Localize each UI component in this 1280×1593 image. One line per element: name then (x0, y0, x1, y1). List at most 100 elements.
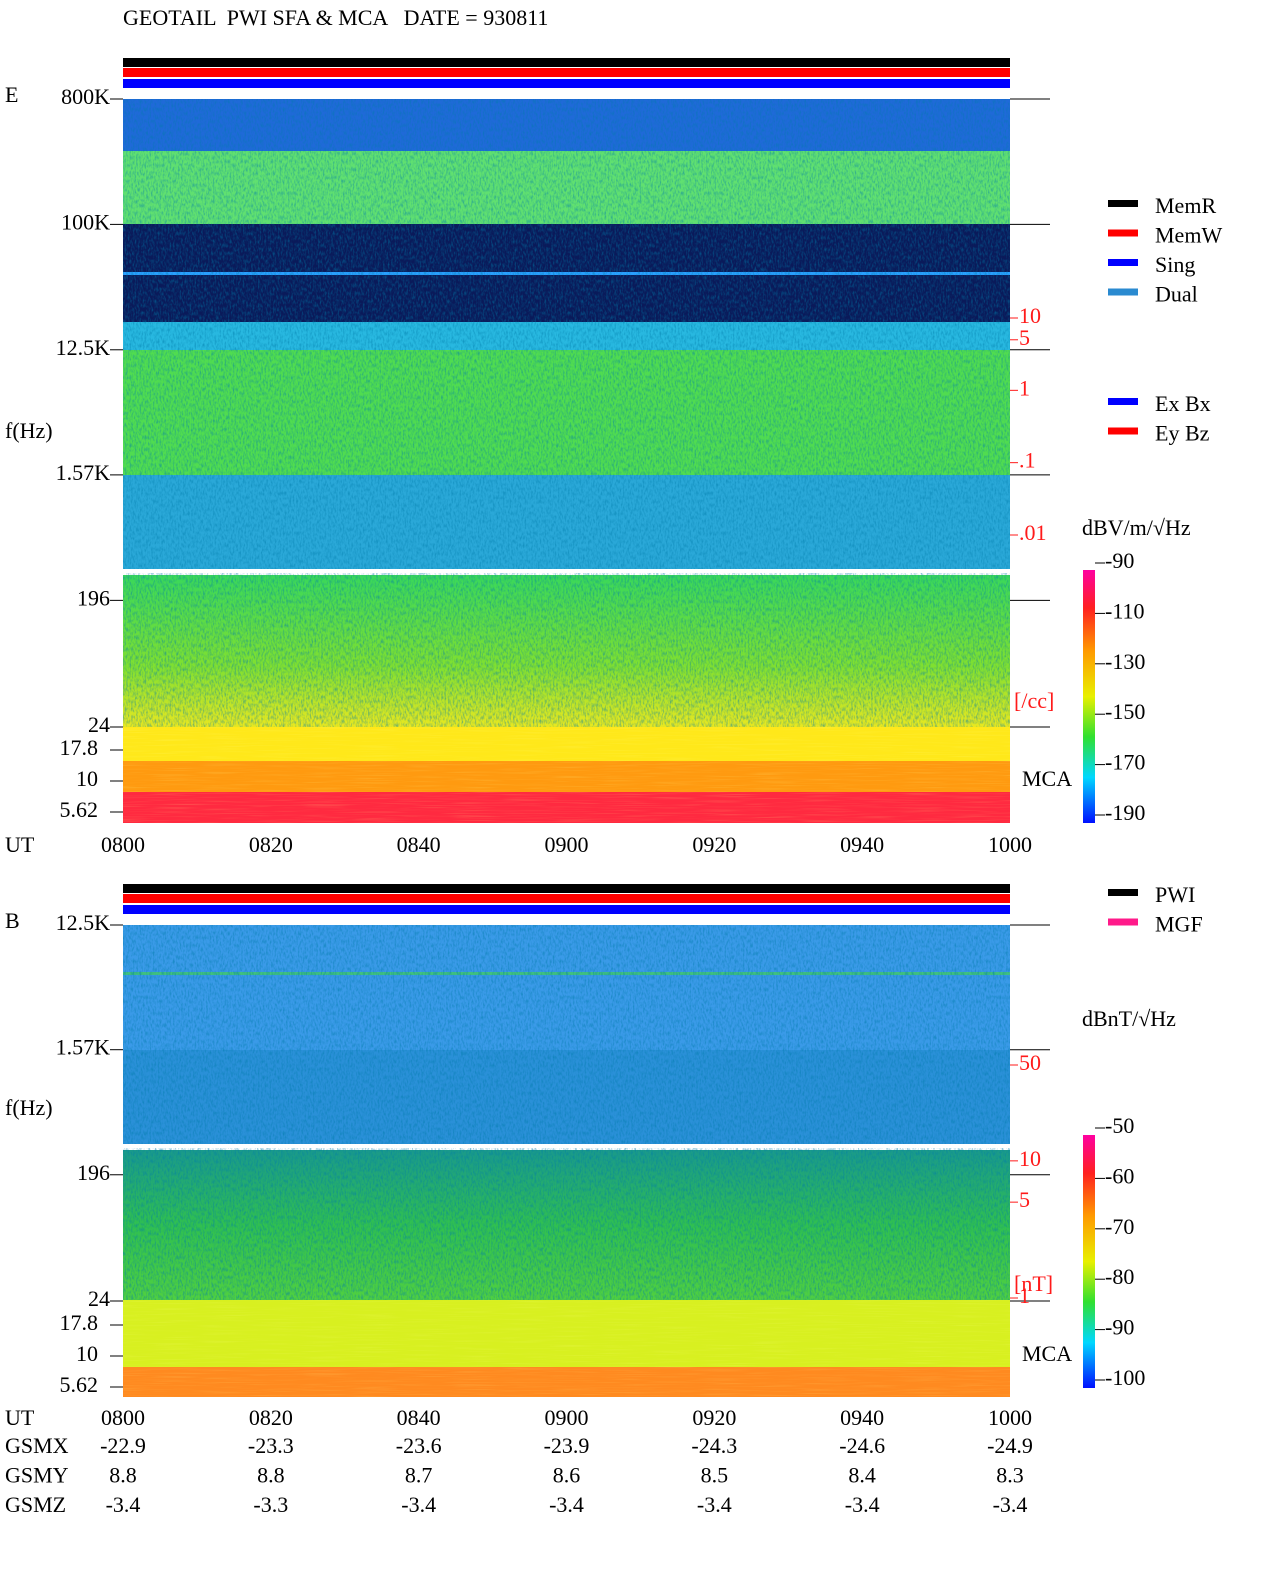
y-tick-label: 800K (61, 84, 110, 109)
y-axis-label: f(Hz) (5, 1095, 53, 1120)
y-tick-label: 196 (77, 585, 110, 610)
y-tick-label: 100K (61, 209, 110, 234)
orbit-label: GSMX (5, 1433, 69, 1458)
legend-label: Dual (1155, 282, 1198, 307)
y-tick-label: 24 (88, 712, 110, 737)
colorbar-tick-label: -80 (1105, 1264, 1134, 1289)
legend-label: Sing (1155, 252, 1195, 277)
panel-label: B (5, 908, 20, 933)
legend-label: Ex Bx (1155, 391, 1211, 416)
orbit-value: -24.3 (691, 1433, 737, 1458)
density-unit: [nT] (1014, 1271, 1053, 1296)
mca-tick-label: 10 (76, 766, 98, 791)
y-tick-label: 1.57K (56, 1035, 111, 1060)
orbit-value: 8.8 (257, 1463, 285, 1488)
legend-swatch (1108, 918, 1138, 926)
colorbar-tick-label: -190 (1105, 800, 1145, 825)
colorbar-label: dBV/m/√Hz (1082, 515, 1191, 540)
x-tick-label: 0840 (397, 832, 441, 857)
x-tick-label: 1000 (988, 1405, 1032, 1430)
legend-swatch (1108, 288, 1138, 296)
orbit-value: -24.6 (839, 1433, 885, 1458)
legend-swatch (1108, 259, 1138, 266)
colorbar-tick-label: -50 (1105, 1113, 1134, 1138)
x-tick-label: 0840 (397, 1405, 441, 1430)
x-tick-label: 1000 (988, 832, 1032, 857)
orbit-value: 8.3 (996, 1463, 1024, 1488)
orbit-value: 8.4 (848, 1463, 876, 1488)
mca-tick-label: 17.8 (60, 1310, 99, 1335)
mca-tick-label: 10 (76, 1341, 98, 1366)
x-tick-label: 0800 (101, 832, 145, 857)
orbit-value: 8.5 (701, 1463, 729, 1488)
x-tick-label: 0940 (840, 1405, 884, 1430)
density-tick-label: .1 (1019, 448, 1036, 473)
orbit-value: -24.9 (987, 1433, 1033, 1458)
orbit-value: -3.4 (993, 1492, 1028, 1517)
legend-swatch (1108, 200, 1138, 207)
x-tick-label: 0940 (840, 832, 884, 857)
density-tick-label: .01 (1019, 520, 1047, 545)
mca-label: MCA (1022, 1341, 1072, 1366)
density-tick-label: 5 (1019, 1187, 1030, 1212)
legend-swatch (1108, 889, 1138, 896)
orbit-value: -23.9 (544, 1433, 590, 1458)
orbit-label: GSMZ (5, 1492, 66, 1517)
mca-tick-label: 17.8 (60, 735, 99, 760)
colorbar-tick-label: -100 (1105, 1365, 1145, 1390)
colorbar-tick-label: -150 (1105, 699, 1145, 724)
y-tick-label: 196 (77, 1160, 110, 1185)
legend-swatch (1108, 427, 1138, 435)
colorbar-tick-label: -60 (1105, 1163, 1134, 1188)
colorbar (1083, 1135, 1095, 1388)
orbit-value: -22.9 (100, 1433, 146, 1458)
x-tick-label: 0920 (692, 832, 736, 857)
density-unit: [/cc] (1014, 688, 1054, 713)
colorbar-tick-label: -90 (1105, 1315, 1134, 1340)
legend-label: PWI (1155, 882, 1195, 907)
legend-swatch (1108, 229, 1138, 237)
colorbar-tick-label: -130 (1105, 649, 1145, 674)
mca-tick-label: 5.62 (60, 797, 99, 822)
y-axis-label: f(Hz) (5, 418, 53, 443)
page-title: GEOTAIL PWI SFA & MCA DATE = 930811 (123, 5, 548, 30)
density-tick-label: 1 (1019, 1283, 1030, 1308)
spectrogram-b (123, 925, 1010, 1397)
status-bars (123, 58, 1010, 914)
density-tick-label: 5 (1019, 325, 1030, 350)
orbit-value: -23.3 (248, 1433, 294, 1458)
y-tick-label: 1.57K (56, 460, 111, 485)
legend-swatch (1108, 398, 1138, 405)
orbit-value: -23.6 (396, 1433, 442, 1458)
panel-label: E (5, 82, 18, 107)
colorbar (1083, 570, 1095, 823)
colorbar-tick-label: -170 (1105, 750, 1145, 775)
y-tick-label: 24 (88, 1286, 110, 1311)
orbit-value: -3.3 (253, 1492, 288, 1517)
mca-label: MCA (1022, 766, 1072, 791)
spectrogram-e (123, 99, 1010, 823)
y-tick-label: 12.5K (56, 910, 111, 935)
orbit-value: 8.6 (553, 1463, 581, 1488)
x-tick-label: 0820 (249, 832, 293, 857)
x-tick-label: 0820 (249, 1405, 293, 1430)
x-tick-label: 0900 (545, 832, 589, 857)
orbit-value: 8.8 (109, 1463, 137, 1488)
orbit-value: -3.4 (845, 1492, 880, 1517)
density-tick-label: 10 (1019, 303, 1041, 328)
x-axis-label: UT (5, 1405, 35, 1430)
colorbar-label: dBnT/√Hz (1082, 1006, 1176, 1031)
legend-label: MemW (1155, 223, 1222, 248)
orbit-value: -3.4 (549, 1492, 584, 1517)
legend-label: MemR (1155, 193, 1216, 218)
density-tick-label: 10 (1019, 1146, 1041, 1171)
colorbar-tick-label: -110 (1105, 598, 1145, 623)
orbit-label: GSMY (5, 1463, 69, 1488)
mca-tick-label: 5.62 (60, 1372, 99, 1397)
x-tick-label: 0900 (545, 1405, 589, 1430)
orbit-value: 8.7 (405, 1463, 433, 1488)
x-tick-label: 0920 (692, 1405, 736, 1430)
orbit-value: -3.4 (697, 1492, 732, 1517)
colorbar-tick-label: -70 (1105, 1214, 1134, 1239)
